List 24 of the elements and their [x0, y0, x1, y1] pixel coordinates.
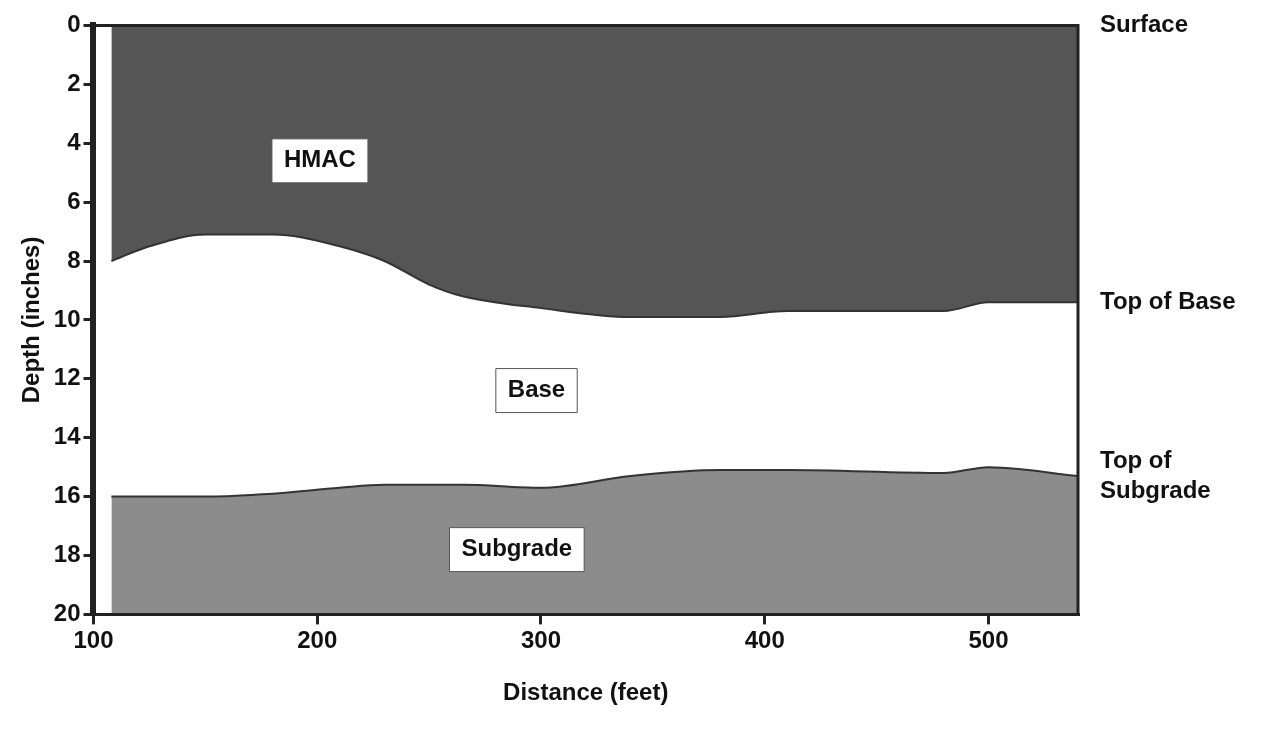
y-tick-label: 0 — [67, 10, 81, 38]
y-tick-label: 10 — [53, 304, 81, 332]
y-tick-label: 20 — [53, 599, 81, 627]
text: Top of Base — [1100, 286, 1236, 314]
y-tick-label: 4 — [67, 127, 82, 155]
text: Top of Subgrade — [1100, 445, 1211, 503]
x-tick-label: 500 — [968, 626, 1009, 654]
y-tick-label: 12 — [53, 363, 81, 391]
y-tick-label: 14 — [53, 422, 82, 450]
series-label: HMAC — [283, 145, 356, 173]
y-tick-label: 2 — [67, 68, 81, 96]
y-tick-label: 18 — [53, 540, 81, 568]
x-tick-label: 100 — [73, 626, 114, 654]
y-tick-label: 6 — [67, 186, 81, 214]
y-tick-label: 8 — [67, 245, 81, 273]
text: Surface — [1100, 10, 1189, 38]
y-axis-title: Depth (inches) — [17, 236, 45, 404]
series-label: Subgrade — [461, 534, 573, 562]
y-tick-label: 16 — [53, 481, 81, 509]
x-tick-label: 300 — [520, 626, 562, 654]
x-tick-label: 200 — [297, 626, 338, 654]
series-label: Base — [507, 375, 566, 403]
x-axis-title: Distance (feet) — [503, 678, 669, 706]
x-tick-label: 400 — [744, 626, 785, 654]
